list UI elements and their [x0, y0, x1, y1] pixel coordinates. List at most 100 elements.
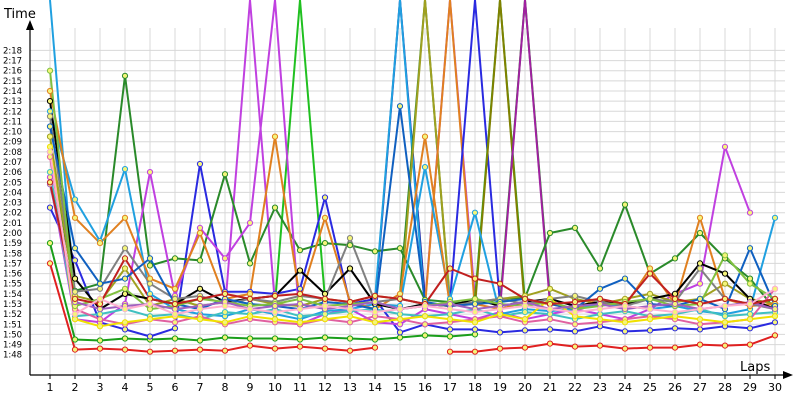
y-tick-label: 2:15 — [3, 77, 22, 87]
y-tick-label: 1:58 — [3, 249, 22, 259]
series-line-14 — [49, 105, 776, 311]
y-tick-label: 2:08 — [3, 148, 22, 158]
data-point-8 — [146, 275, 154, 282]
data-point-9 — [196, 285, 204, 292]
data-point-8 — [321, 214, 329, 221]
x-tick-label: 30 — [768, 381, 782, 394]
y-tick-label: 2:00 — [3, 229, 22, 239]
data-point-5 — [246, 219, 254, 226]
data-point-2 — [396, 334, 404, 341]
data-point-1 — [721, 342, 729, 349]
data-point-17 — [346, 298, 354, 306]
data-point-17 — [371, 292, 379, 299]
data-point-11 — [321, 311, 329, 318]
y-tick-label: 2:18 — [3, 46, 22, 56]
data-point-2 — [446, 333, 454, 340]
data-point-5 — [396, 321, 404, 328]
y-tick-label: 1:49 — [3, 341, 22, 351]
data-point-18 — [346, 306, 354, 313]
data-point-8 — [171, 285, 179, 292]
data-point-15 — [121, 285, 129, 292]
data-point-5 — [746, 209, 754, 216]
data-point-8 — [121, 214, 129, 221]
y-tick-label: 2:07 — [3, 158, 22, 168]
data-point-18 — [571, 309, 579, 316]
data-point-5 — [196, 224, 204, 231]
data-point-13 — [746, 316, 754, 323]
data-point-17 — [271, 292, 279, 299]
data-point-8 — [246, 290, 254, 297]
data-point-3 — [446, 326, 454, 333]
data-point-1 — [471, 348, 479, 355]
data-point-11 — [596, 311, 604, 318]
data-point-14 — [596, 285, 604, 292]
data-point-1 — [46, 260, 54, 267]
data-point-18 — [421, 302, 429, 310]
data-point-7 — [546, 285, 554, 292]
data-point-10 — [696, 265, 704, 272]
data-point-1 — [571, 343, 579, 350]
data-point-14 — [96, 280, 104, 287]
data-point-3 — [646, 327, 654, 334]
data-point-5 — [146, 169, 154, 176]
y-tick-label: 2:10 — [3, 128, 22, 138]
data-point-1 — [96, 345, 104, 352]
data-point-18 — [96, 295, 104, 302]
x-tick-label: 13 — [343, 381, 357, 394]
data-point-1 — [546, 340, 554, 347]
data-point-8 — [396, 290, 404, 297]
data-point-3 — [671, 325, 679, 332]
data-point-18 — [671, 309, 679, 316]
data-point-15 — [471, 295, 479, 302]
data-point-14 — [696, 295, 704, 302]
data-point-16 — [96, 306, 104, 313]
data-point-3 — [546, 326, 554, 333]
data-point-18 — [121, 306, 129, 313]
x-tick-label: 27 — [693, 381, 707, 394]
spike-line — [374, 0, 426, 310]
data-point-17 — [771, 295, 779, 302]
x-tick-label: 18 — [468, 381, 482, 394]
series-line-1 — [49, 263, 776, 353]
data-point-2 — [96, 337, 104, 344]
series-lines — [49, 0, 776, 353]
data-point-17 — [471, 275, 479, 282]
y-tick-label: 2:16 — [3, 67, 22, 77]
data-point-11 — [746, 311, 754, 318]
data-point-2 — [471, 331, 479, 338]
data-point-17 — [96, 300, 104, 308]
data-point-11 — [521, 309, 529, 316]
data-point-18 — [771, 285, 779, 292]
data-point-13 — [121, 319, 129, 326]
data-point-1 — [71, 346, 79, 353]
x-tick-label: 11 — [293, 381, 307, 394]
data-point-14 — [71, 245, 79, 252]
x-tick-label: 9 — [247, 381, 254, 394]
y-tick-label: 2:14 — [3, 87, 22, 97]
data-point-2 — [296, 336, 304, 343]
data-point-11 — [221, 309, 229, 316]
data-point-14 — [621, 275, 629, 282]
data-point-6 — [771, 214, 779, 221]
data-point-3 — [296, 285, 304, 292]
data-point-4 — [621, 201, 629, 208]
data-point-1 — [271, 345, 279, 352]
data-point-2 — [121, 335, 129, 342]
x-tick-label: 6 — [172, 381, 179, 394]
data-point-11 — [721, 313, 729, 320]
data-point-18 — [596, 306, 604, 313]
data-point-12 — [96, 316, 104, 323]
data-point-13 — [246, 313, 254, 320]
y-tick-label: 1:54 — [3, 290, 22, 300]
data-point-12 — [46, 153, 54, 160]
data-point-9 — [671, 290, 679, 297]
data-point-1 — [596, 342, 604, 349]
series-line-12 — [49, 156, 776, 326]
data-point-12 — [571, 321, 579, 328]
data-point-13 — [721, 319, 729, 326]
data-point-13 — [621, 319, 629, 326]
data-point-15 — [646, 295, 654, 302]
data-point-15 — [721, 252, 729, 259]
data-point-11 — [546, 311, 554, 318]
data-point-10 — [121, 245, 129, 252]
